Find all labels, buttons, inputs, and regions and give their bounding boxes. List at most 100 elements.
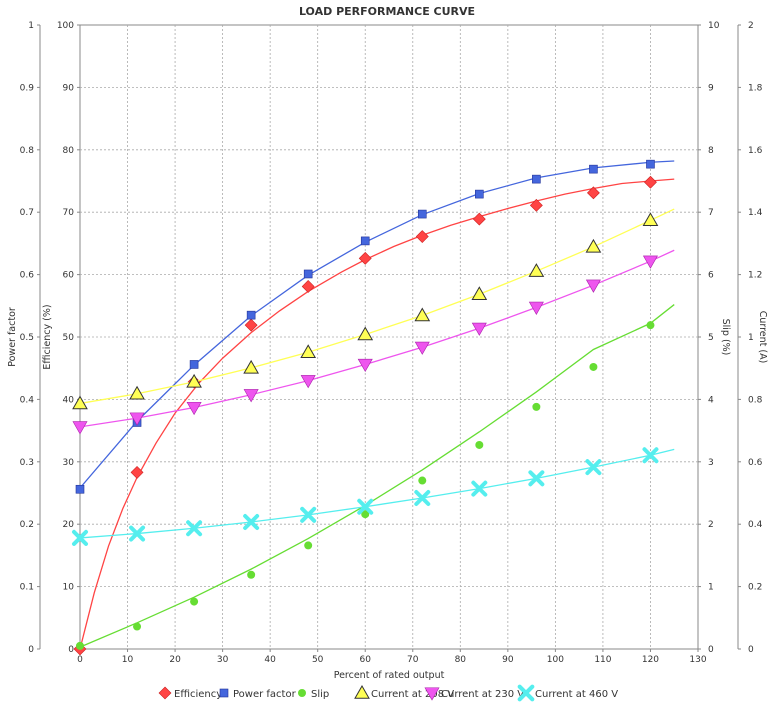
current-at-460-v-point (186, 520, 203, 537)
efficiency-axis-label: Efficiency (%) (42, 304, 53, 369)
current-at-208-v-point (471, 286, 488, 301)
slip-point (418, 476, 427, 485)
series-current-at-460-v (72, 447, 675, 546)
current-at-460-v-point (528, 470, 545, 487)
current-tick-label: 1 (748, 333, 754, 343)
legend-label: Efficiency (174, 689, 222, 700)
efficiency-point (586, 186, 600, 200)
slip-point (133, 622, 142, 631)
power-factor-tick-label: 0.5 (20, 333, 34, 343)
power-factor-tick-label: 0.2 (20, 520, 34, 530)
legend-item-current-at-460-v: Current at 460 V (517, 684, 618, 702)
power-factor-point (589, 164, 598, 174)
legend-label: Slip (311, 689, 329, 700)
power-factor-point (646, 159, 655, 169)
series-power-factor (75, 159, 675, 494)
efficiency-point (472, 212, 486, 226)
axes: 0 10 20 30 40 50 60 70 80 90 100 110 120 13000.10.20.… (20, 21, 763, 665)
legend-swatch-current-at-460-v (517, 684, 535, 702)
power-factor-point (189, 360, 199, 369)
slip-tick-label: 1 (708, 583, 714, 593)
x-tick-label: 60 (360, 655, 372, 665)
current-tick-label: 0.6 (748, 458, 763, 468)
legend-item-efficiency: Efficiency (158, 686, 222, 700)
slip-tick-label: 0 (708, 645, 714, 655)
current-at-460-v-point (642, 447, 659, 464)
current-at-208-v-point (72, 395, 88, 410)
current-at-230-v-point (129, 412, 145, 426)
efficiency-point (529, 198, 543, 212)
power-factor-point (532, 174, 541, 184)
power-factor-point (75, 484, 85, 494)
efficiency-tick-label: 80 (63, 146, 75, 156)
slip-tick-label: 4 (708, 395, 714, 405)
series-current-at-230-v (72, 249, 675, 435)
slip-axis-label: Slip (%) (720, 319, 731, 356)
series-efficiency (73, 175, 675, 656)
power-factor-point (475, 189, 484, 199)
legend-swatch-current-at-208-v (354, 684, 370, 699)
current-at-230-v-point (585, 279, 601, 293)
current-at-208-v-line (80, 208, 675, 405)
slip-point (361, 510, 370, 519)
power-factor-point (303, 269, 313, 279)
grid (80, 25, 698, 649)
slip-line (80, 304, 675, 648)
efficiency-point (244, 318, 258, 332)
current-tick-label: 1.6 (748, 146, 763, 156)
current-at-460-v-point (129, 525, 146, 542)
x-tick-label: 30 (217, 655, 229, 665)
current-at-208-v-point (642, 212, 659, 227)
power-factor-tick-label: 0.8 (20, 146, 35, 156)
efficiency-tick-label: 60 (63, 271, 75, 281)
slip-tick-label: 5 (708, 333, 714, 343)
legend-label: Current at 460 V (535, 689, 618, 700)
current-at-208-v-point (357, 326, 374, 341)
legend-swatch-current-at-230-v (424, 687, 440, 701)
efficiency-tick-label: 20 (63, 520, 75, 530)
efficiency-tick-label: 50 (63, 333, 75, 343)
current-at-230-v-point (300, 375, 316, 389)
current-axis-label: Current (A) (757, 311, 768, 364)
efficiency-point (301, 280, 315, 293)
current-tick-label: 1.8 (748, 83, 763, 93)
x-tick-label: 0 (77, 655, 83, 665)
x-tick-label: 70 (407, 655, 419, 665)
efficiency-tick-label: 100 (57, 21, 74, 31)
slip-tick-label: 2 (708, 520, 714, 530)
efficiency-tick-label: 30 (63, 458, 75, 468)
power-factor-tick-label: 0 (28, 645, 34, 655)
power-factor-tick-label: 0.9 (20, 83, 35, 93)
efficiency-tick-label: 70 (63, 208, 75, 218)
efficiency-point (358, 251, 372, 265)
series-current-at-208-v (72, 208, 675, 410)
current-at-208-v-point (186, 373, 202, 388)
power-factor-point (417, 209, 427, 219)
series-slip (76, 304, 675, 650)
current-at-230-v-point (642, 255, 658, 269)
chart-title: LOAD PERFORMANCE CURVE (299, 5, 475, 18)
efficiency-point (130, 465, 144, 479)
current-at-230-v-point (471, 322, 487, 336)
legend-swatch-efficiency (158, 686, 172, 700)
current-at-208-v-point (414, 307, 431, 322)
slip-point (646, 321, 655, 330)
x-tick-label: 40 (264, 655, 276, 665)
power-factor-axis-label: Power factor (7, 307, 18, 367)
efficiency-point (415, 230, 429, 243)
slip-tick-label: 8 (708, 146, 714, 156)
current-at-460-v-point (357, 498, 374, 515)
x-tick-label: 80 (455, 655, 467, 665)
power-factor-tick-label: 0.3 (20, 458, 34, 468)
x-tick-label: 110 (594, 655, 611, 665)
current-at-230-v-point (72, 421, 88, 435)
slip-tick-label: 9 (708, 83, 714, 93)
current-tick-label: 0 (748, 645, 754, 655)
current-at-208-v-point (243, 359, 260, 374)
x-tick-label: 20 (169, 655, 181, 665)
legend-label: Current at 208 V (371, 689, 454, 700)
legend-swatch-slip (298, 689, 306, 697)
power-factor-tick-label: 1 (28, 21, 34, 31)
power-factor-tick-label: 0.6 (20, 271, 35, 281)
